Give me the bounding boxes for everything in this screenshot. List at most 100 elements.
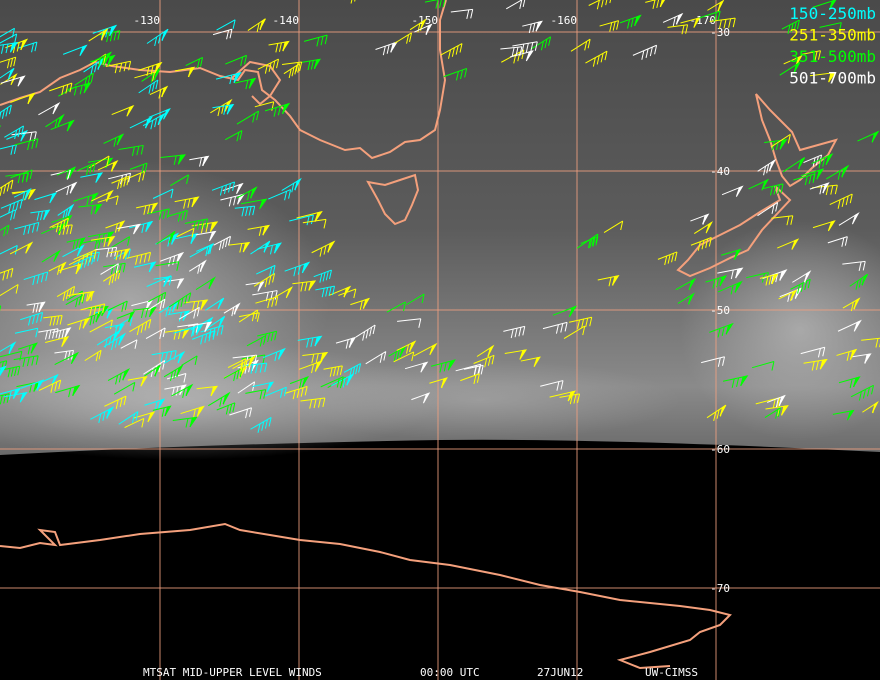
barb-feather [147, 204, 151, 214]
barb-shaft [645, 0, 657, 3]
barb-feather [282, 41, 286, 52]
latitude-label: -30 [710, 26, 730, 39]
barb-feather [102, 411, 106, 421]
barb-feather [113, 31, 117, 41]
wind-barb [297, 335, 323, 348]
barb-feather [233, 73, 237, 83]
barb-feather [140, 145, 144, 155]
barb-feather [719, 407, 723, 417]
barb-feather [304, 386, 308, 396]
wind-barb [91, 189, 114, 202]
barb-feather [90, 194, 94, 204]
barb-feather [273, 107, 277, 117]
barb-feather [369, 327, 373, 337]
wind-barb [189, 155, 210, 167]
wind-barb [365, 351, 387, 365]
barb-feather [716, 409, 720, 419]
barb-feather [29, 383, 33, 393]
barb-shaft [709, 17, 736, 23]
barb-feather [115, 251, 119, 261]
wind-barb [429, 377, 448, 388]
wind-barb [107, 368, 131, 385]
wind-barb [90, 406, 115, 423]
barb-feather [311, 354, 315, 364]
barb-feather [123, 62, 127, 72]
barb-feather [323, 219, 327, 229]
barb-flag [853, 319, 862, 332]
barb-feather [31, 223, 35, 233]
barb-feather [23, 225, 27, 236]
barb-feather [205, 246, 209, 257]
barb-feather [68, 388, 72, 398]
barb-feather [275, 296, 279, 306]
barb-feather [2, 271, 6, 281]
barb-feather [817, 50, 821, 60]
barb-shaft [393, 351, 414, 363]
barb-feather [779, 396, 783, 407]
barb-feather [612, 276, 616, 286]
wind-barb [505, 0, 526, 10]
barb-shaft [512, 41, 538, 47]
barb-feather [819, 185, 823, 195]
barb-feather [841, 197, 845, 207]
barb-feather [224, 102, 228, 112]
wind-barb [23, 271, 49, 286]
barb-feather [228, 183, 231, 193]
barb-feather [439, 0, 442, 8]
barb-feather [325, 287, 329, 297]
barb-feather [188, 67, 192, 78]
barb-feather [222, 395, 226, 405]
barb-feather [314, 59, 318, 69]
barb-flag [176, 278, 185, 289]
barb-feather [510, 328, 514, 339]
barb-feather [81, 293, 85, 303]
barb-shaft [167, 210, 188, 217]
barb-feather [154, 118, 158, 128]
wind-barb [133, 261, 157, 273]
barb-feather [144, 162, 148, 173]
wind-barb [289, 375, 310, 389]
wind-barb [184, 218, 209, 231]
wind-barb [62, 44, 88, 57]
barb-feather [861, 276, 865, 286]
barb-feather [36, 211, 40, 221]
barb-feather [731, 378, 735, 388]
barb-feather [328, 269, 332, 280]
barb-flag [761, 178, 769, 191]
barb-feather [773, 185, 777, 195]
barb-shaft [303, 34, 328, 42]
barb-shaft [252, 290, 278, 296]
barb-feather [73, 86, 77, 96]
wind-barb [862, 400, 879, 414]
wind-barb [476, 344, 495, 358]
wind-barb [597, 275, 620, 287]
barb-feather [705, 238, 709, 248]
wind-barb [123, 170, 146, 183]
barb-feather [66, 225, 70, 235]
wind-barb [690, 237, 712, 251]
wind-barb [512, 41, 538, 54]
barb-feather [241, 207, 245, 217]
wind-barb [167, 210, 188, 222]
barb-flag [204, 321, 213, 333]
wind-barb [0, 393, 10, 405]
wind-barb [222, 182, 244, 195]
barb-feather [114, 223, 118, 233]
barb-feather [123, 177, 127, 187]
barb-shaft [320, 376, 344, 388]
barb-shaft [73, 249, 97, 261]
barb-feather [522, 326, 526, 336]
barb-feather [32, 275, 36, 286]
barb-feather [849, 378, 853, 389]
barb-shaft [343, 363, 361, 373]
barb-feather [311, 363, 315, 374]
footer: MTSAT MID-UPPER LEVEL WINDS 00:00 UTC 27JU… [143, 666, 698, 679]
barb-feather [871, 133, 875, 143]
barb-feather [319, 273, 323, 283]
barb-shaft [184, 218, 208, 225]
barb-feather [609, 22, 613, 32]
barb-feather [136, 325, 140, 336]
barb-shaft [126, 251, 151, 259]
wind-barb [842, 297, 861, 312]
barb-feather [117, 135, 120, 146]
